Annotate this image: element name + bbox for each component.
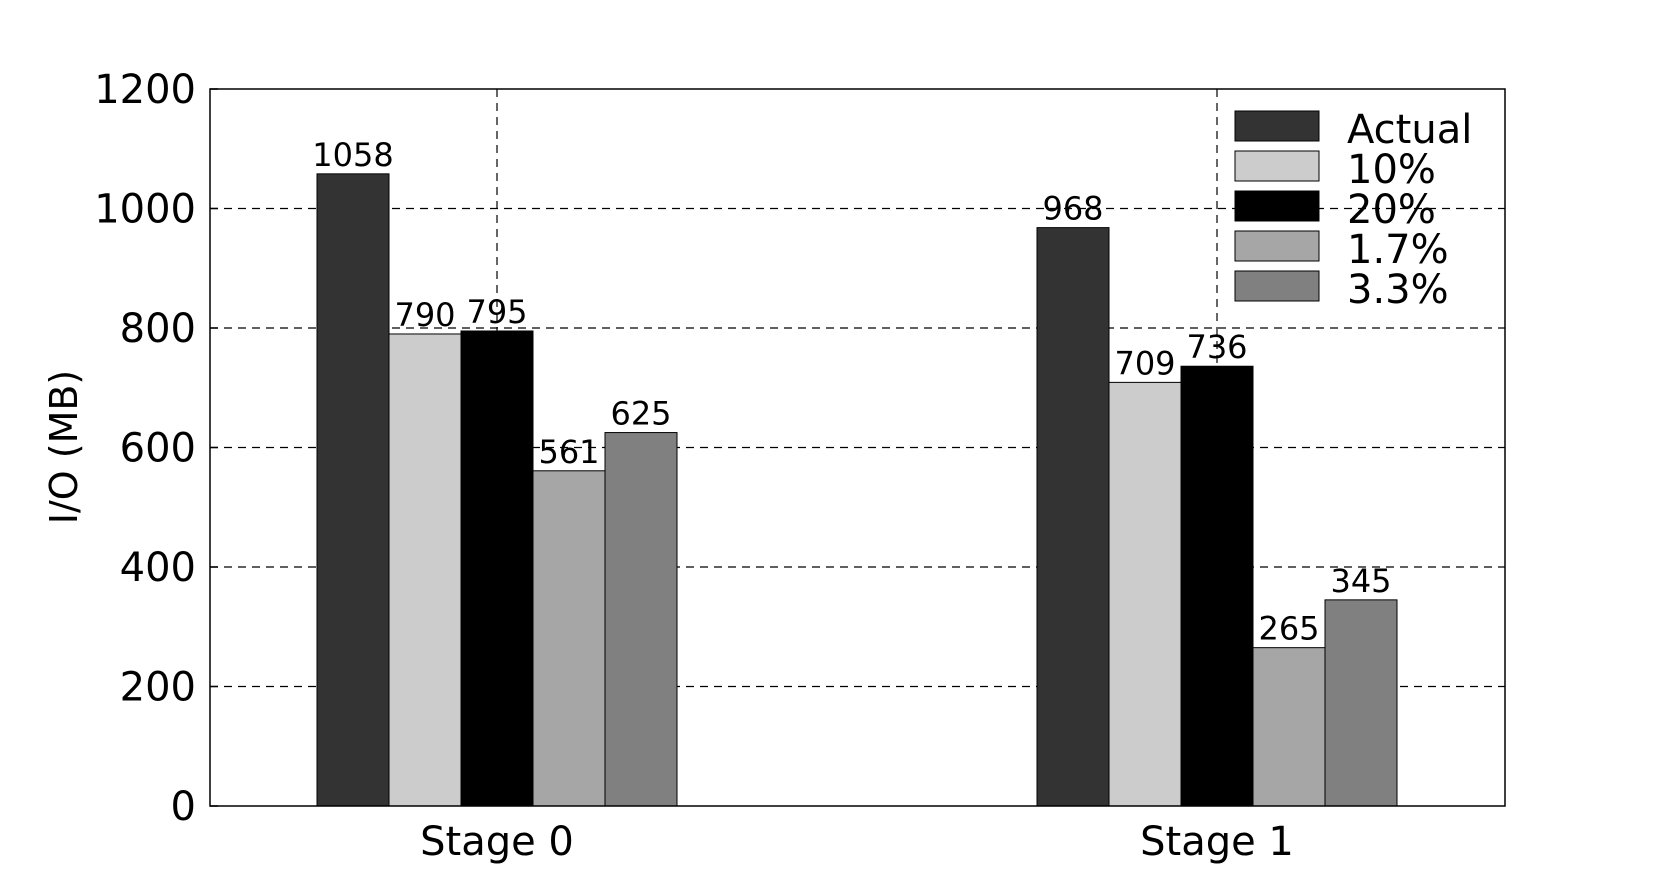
bar-value-label: 625 — [610, 395, 671, 433]
y-tick-label: 400 — [120, 545, 196, 591]
legend-label: 1.7% — [1347, 227, 1449, 273]
bars — [316, 173, 1398, 807]
x-category-label: Stage 0 — [420, 819, 574, 865]
y-tick-label: 600 — [120, 426, 196, 472]
bar — [604, 432, 678, 807]
y-axis-label: I/O (MB) — [42, 370, 86, 525]
legend-swatch — [1234, 270, 1320, 302]
legend-swatch — [1234, 230, 1320, 262]
bar — [1252, 647, 1326, 807]
legend-label: Actual — [1347, 107, 1472, 153]
data-labels: 1058 790 795 561 625 968 709 736 265 345 — [312, 136, 1391, 648]
bar-value-label: 736 — [1186, 328, 1247, 366]
bar-value-label: 795 — [466, 293, 527, 331]
bar-value-label: 968 — [1042, 190, 1103, 228]
x-category-label: Stage 1 — [1140, 819, 1294, 865]
bar — [1108, 381, 1182, 807]
bar — [316, 173, 390, 807]
y-tick-label: 1000 — [94, 187, 196, 233]
bar-value-label: 265 — [1258, 610, 1319, 648]
bar — [1036, 227, 1110, 807]
bar-value-label: 790 — [394, 296, 455, 334]
bar-value-label: 345 — [1330, 562, 1391, 600]
bar-value-label: 561 — [538, 433, 599, 471]
legend-label: 3.3% — [1347, 267, 1449, 313]
y-axis-ticks: 0 200 400 600 800 1000 1200 — [94, 67, 1218, 830]
legend-swatch — [1234, 190, 1320, 222]
bar-value-label: 709 — [1114, 344, 1175, 382]
y-tick-label: 800 — [120, 306, 196, 352]
bar — [388, 333, 462, 807]
bar — [532, 470, 606, 807]
legend-swatch — [1234, 110, 1320, 142]
y-tick-label: 200 — [120, 665, 196, 711]
legend-label: 20% — [1347, 187, 1436, 233]
bar-value-label: 1058 — [312, 136, 393, 174]
y-tick-label: 0 — [171, 784, 196, 830]
legend-label: 10% — [1347, 147, 1436, 193]
bar — [1324, 599, 1398, 807]
bar — [460, 330, 534, 807]
y-tick-label: 1200 — [94, 67, 196, 113]
legend-swatch — [1234, 150, 1320, 182]
bar — [1180, 365, 1254, 807]
x-axis-categories: Stage 0 Stage 1 — [420, 819, 1294, 865]
